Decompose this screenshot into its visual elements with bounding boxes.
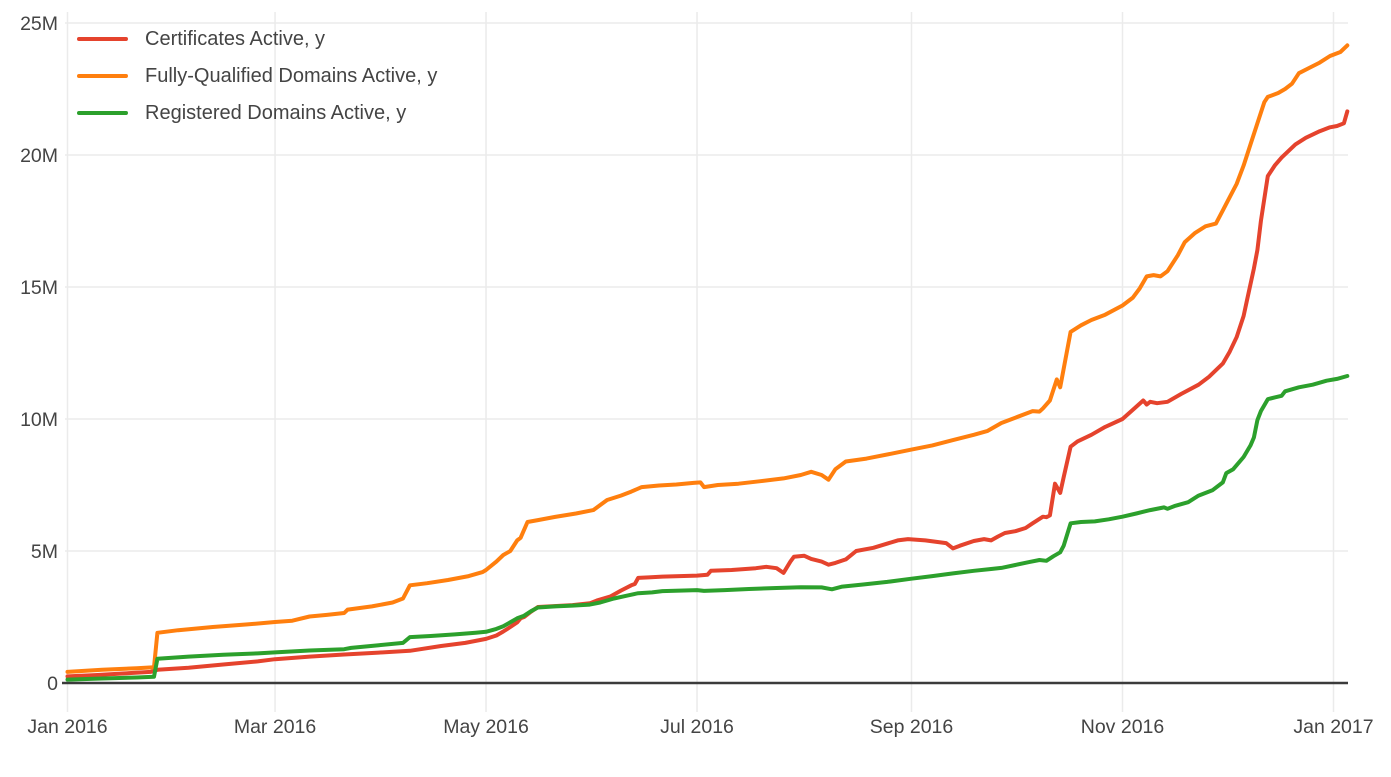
legend-label-fully-qualified-domains-active: Fully-Qualified Domains Active, y [145, 64, 438, 87]
y-tick-label: 10M [20, 409, 58, 431]
legend-item-registered-domains-active[interactable]: Registered Domains Active, y [77, 99, 437, 127]
y-axis-tick-labels: 0 5M 10M 15M 20M 25M [20, 13, 58, 695]
legend: Certificates Active, y Fully-Qualified D… [77, 25, 437, 127]
legend-label-registered-domains-active: Registered Domains Active, y [145, 101, 407, 124]
gridlines [65, 12, 1348, 712]
legend-item-certificates-active[interactable]: Certificates Active, y [77, 25, 437, 53]
y-tick-label: 20M [20, 145, 58, 167]
x-axis-tick-labels: Jan 2016 Mar 2016 May 2016 Jul 2016 Sep 2016… [27, 716, 1373, 738]
x-tick-label: Nov 2016 [1081, 716, 1164, 738]
y-tick-label: 5M [31, 541, 58, 563]
y-tick-label: 15M [20, 277, 58, 299]
x-tick-label: Sep 2016 [870, 716, 954, 738]
legend-item-fully-qualified-domains-active[interactable]: Fully-Qualified Domains Active, y [77, 62, 437, 90]
y-tick-label: 25M [20, 13, 58, 35]
x-tick-label: Jan 2017 [1293, 716, 1373, 738]
y-tick-label: 0 [47, 673, 58, 695]
legend-swatch-registered-domains-active [77, 111, 128, 115]
x-tick-label: Jan 2016 [27, 716, 107, 738]
legend-swatch-certificates-active [77, 37, 128, 41]
x-tick-label: Jul 2016 [660, 716, 734, 738]
x-tick-label: May 2016 [443, 716, 529, 738]
x-tick-label: Mar 2016 [234, 716, 316, 738]
legend-label-certificates-active: Certificates Active, y [145, 27, 326, 50]
line-registered-domains-active-y[interactable] [65, 374, 1350, 682]
line-fully-qualified-domains-active-y[interactable] [65, 43, 1350, 674]
legend-swatch-fully-qualified-domains-active [77, 74, 128, 78]
line-certificates-active-y[interactable] [65, 109, 1350, 679]
